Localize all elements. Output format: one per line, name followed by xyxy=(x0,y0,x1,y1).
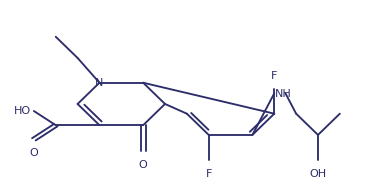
Text: O: O xyxy=(29,148,38,158)
Text: F: F xyxy=(271,71,277,81)
Text: F: F xyxy=(206,169,212,179)
Text: N: N xyxy=(95,78,103,88)
Text: O: O xyxy=(139,160,148,170)
Text: HO: HO xyxy=(14,106,31,116)
Text: NH: NH xyxy=(275,89,292,99)
Text: OH: OH xyxy=(309,169,327,179)
